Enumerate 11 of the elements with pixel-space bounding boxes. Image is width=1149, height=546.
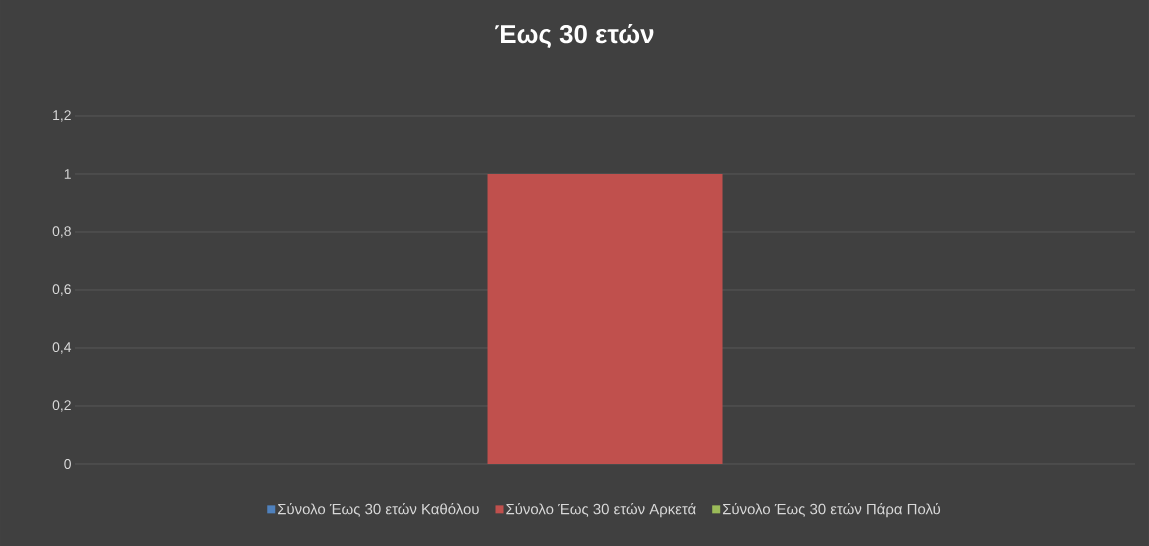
y-tick-label: 0,2 [52,400,71,412]
legend-label: Σύνολο Έως 30 ετών Αρκετά [506,502,696,518]
y-tick-label: 0,6 [52,284,71,296]
y-tick-label: 1 [64,169,71,179]
y-tick-label: 0,8 [52,226,71,238]
y-tick-label: 0 [64,459,71,469]
chart-title: Έως 30 ετών [495,23,654,49]
legend-label: Σύνολο Έως 30 ετών Καθόλου [278,502,479,517]
legend-label: Σύνολο Έως 30 ετών Πάρα Πολύ [722,502,941,518]
y-tick-label: 1,2 [53,110,71,122]
y-tick-label: 0,4 [52,342,72,354]
